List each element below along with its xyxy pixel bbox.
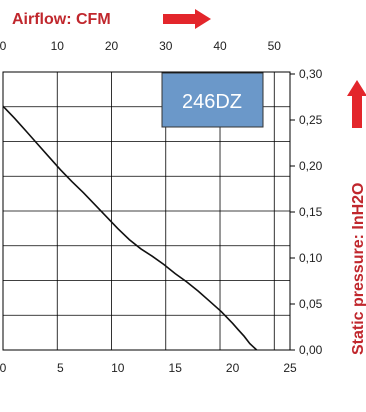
bottom-tick-label: 5 (57, 361, 64, 375)
top-axis-ticks: 0 10 20 30 40 50 (0, 39, 281, 53)
model-label-box (161, 72, 264, 128)
right-axis-ticks: 0,00 0,05 0,10 0,15 0,20 0,25 0,30 (290, 67, 323, 357)
performance-curve (2, 105, 258, 351)
right-tick-label: 0,00 (299, 343, 323, 357)
top-tick-label: 10 (51, 39, 65, 53)
bottom-tick-label: 25 (283, 361, 297, 375)
bottom-tick-label: 0 (0, 361, 7, 375)
top-tick-label: 50 (268, 39, 282, 53)
top-tick-label: 30 (159, 39, 173, 53)
right-tick-label: 0,25 (299, 113, 323, 127)
right-tick-label: 0,15 (299, 205, 323, 219)
top-tick-label: 40 (213, 39, 227, 53)
right-tick-label: 0,10 (299, 251, 323, 265)
bottom-tick-label: 10 (111, 361, 125, 375)
model-label: 246DZ (182, 91, 242, 113)
top-axis-title: Airflow: CFM (12, 11, 111, 28)
right-tick-label: 0,30 (299, 67, 323, 81)
right-axis-title: Static pressure: InH2O (350, 183, 366, 356)
bottom-tick-label: 15 (169, 361, 183, 375)
airflow-direction-arrow-icon (163, 9, 211, 29)
right-tick-label: 0,20 (299, 159, 323, 173)
bottom-tick-label: 20 (226, 361, 240, 375)
right-tick-label: 0,05 (299, 297, 323, 311)
top-tick-label: 0 (0, 39, 7, 53)
bottom-axis-ticks: 0 5 10 15 20 25 (0, 361, 297, 375)
pressure-direction-arrow-icon (347, 80, 366, 128)
top-tick-label: 20 (105, 39, 119, 53)
